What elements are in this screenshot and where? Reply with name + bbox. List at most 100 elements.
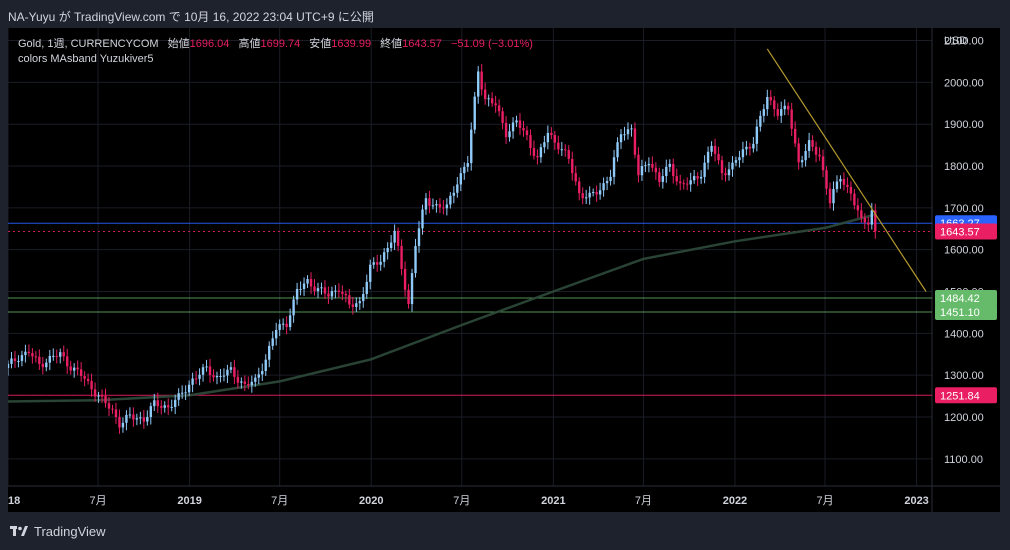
candle-body xyxy=(34,356,38,358)
candle-body xyxy=(616,142,619,158)
candle-body xyxy=(233,367,236,377)
x-tick-label: 7月 xyxy=(816,495,833,507)
legend-change: −51.09 (−3.01%) xyxy=(450,38,533,50)
candle-body xyxy=(685,183,689,185)
y-tick-label: 1800.00 xyxy=(944,161,984,173)
candle-body xyxy=(107,403,111,409)
candle-body xyxy=(651,163,654,168)
y-tick-label: 2000.00 xyxy=(944,77,984,89)
candle-body xyxy=(31,352,34,357)
candle-body xyxy=(121,422,125,428)
candle-body xyxy=(598,190,602,195)
candle-body xyxy=(557,142,560,150)
candle-body xyxy=(285,323,288,328)
legend-symbol[interactable]: Gold, 1週, CURRENCYCOM xyxy=(18,38,159,50)
candle-body xyxy=(403,268,407,290)
candle-body xyxy=(208,366,212,376)
candle-body xyxy=(376,262,379,265)
candle-body xyxy=(431,205,435,207)
candle-body xyxy=(198,374,201,379)
x-tick-label: 7月 xyxy=(453,495,470,507)
candle-body xyxy=(76,367,79,370)
candle-body xyxy=(584,197,588,199)
candle-body xyxy=(69,366,72,371)
candle-body xyxy=(247,383,250,386)
candle-body xyxy=(619,134,623,143)
candle-body xyxy=(167,405,170,408)
publish-caption: NA-Yuyu が TradingView.com で 10月 16, 2022… xyxy=(8,10,374,24)
legend-close: 1643.57 xyxy=(402,38,442,50)
candle-body xyxy=(497,105,501,112)
candle-body xyxy=(268,345,271,360)
candle-body xyxy=(83,375,86,379)
legend-low-label: 安値 xyxy=(309,38,332,50)
candle-body xyxy=(654,167,658,173)
candle-body xyxy=(773,100,776,110)
legend-open-label: 始値 xyxy=(167,38,190,50)
candle-body xyxy=(20,355,24,361)
candle-body xyxy=(316,288,320,292)
candle-body xyxy=(396,230,400,246)
candle-body xyxy=(194,378,198,380)
candle-body xyxy=(661,176,665,182)
candle-body xyxy=(226,369,229,376)
candle-body xyxy=(550,132,553,136)
candle-body xyxy=(344,294,348,296)
candle-body xyxy=(386,248,389,253)
candle-body xyxy=(118,416,121,428)
candle-body xyxy=(114,409,118,417)
candle-body xyxy=(644,165,647,167)
candle-body xyxy=(811,140,814,147)
candle-body xyxy=(612,157,616,177)
brand[interactable]: TradingView xyxy=(10,524,106,539)
candle-body xyxy=(720,160,724,174)
candle-body xyxy=(135,418,139,420)
candle-body xyxy=(804,150,807,161)
candle-body xyxy=(59,352,62,357)
candle-body xyxy=(564,149,567,151)
candle-body xyxy=(274,329,278,339)
candle-body xyxy=(389,242,393,249)
candle-body xyxy=(710,145,713,152)
x-tick-label: 2020 xyxy=(359,495,383,507)
price-chart[interactable]: 1100.001200.001300.001400.001500.001600.… xyxy=(0,28,1000,512)
candle-body xyxy=(382,252,386,262)
legend-indicator[interactable]: colors MAsband Yuzukiver5 xyxy=(18,53,154,65)
candle-body xyxy=(452,192,456,196)
candle-body xyxy=(191,378,194,385)
candle-body xyxy=(6,363,10,369)
candle-body xyxy=(699,176,703,179)
candle-body xyxy=(560,149,564,151)
price-label-box xyxy=(935,223,997,240)
candle-body xyxy=(264,359,267,371)
candle-body xyxy=(48,355,51,363)
candle-body xyxy=(504,122,508,138)
candle-body xyxy=(623,134,626,136)
candle-body xyxy=(807,140,811,151)
price-label: 1251.84 xyxy=(940,390,980,402)
legend-high-label: 高値 xyxy=(238,38,261,50)
candle-body xyxy=(414,245,417,274)
candle-body xyxy=(679,181,682,184)
chart-frame[interactable]: 1100.001200.001300.001400.001500.001600.… xyxy=(0,28,1000,512)
candle-body xyxy=(724,173,727,176)
candle-body xyxy=(219,375,222,377)
candle-body xyxy=(417,228,421,246)
candle-body xyxy=(846,184,849,187)
candle-body xyxy=(508,131,511,138)
candle-body xyxy=(727,169,731,176)
candle-body xyxy=(839,178,842,182)
candle-body xyxy=(261,370,264,375)
candle-body xyxy=(633,128,637,155)
y-tick-label: 1400.00 xyxy=(944,328,984,340)
candle-body xyxy=(90,381,93,390)
candle-body xyxy=(665,166,668,177)
candle-body xyxy=(302,283,306,289)
footer-bar: TradingView xyxy=(0,512,1010,550)
candle-body xyxy=(421,209,424,229)
candle-body xyxy=(428,198,431,206)
currency-label: USD xyxy=(944,35,967,47)
candle-body xyxy=(790,109,793,129)
y-tick-label: 1100.00 xyxy=(944,454,983,466)
candle-body xyxy=(240,381,243,383)
